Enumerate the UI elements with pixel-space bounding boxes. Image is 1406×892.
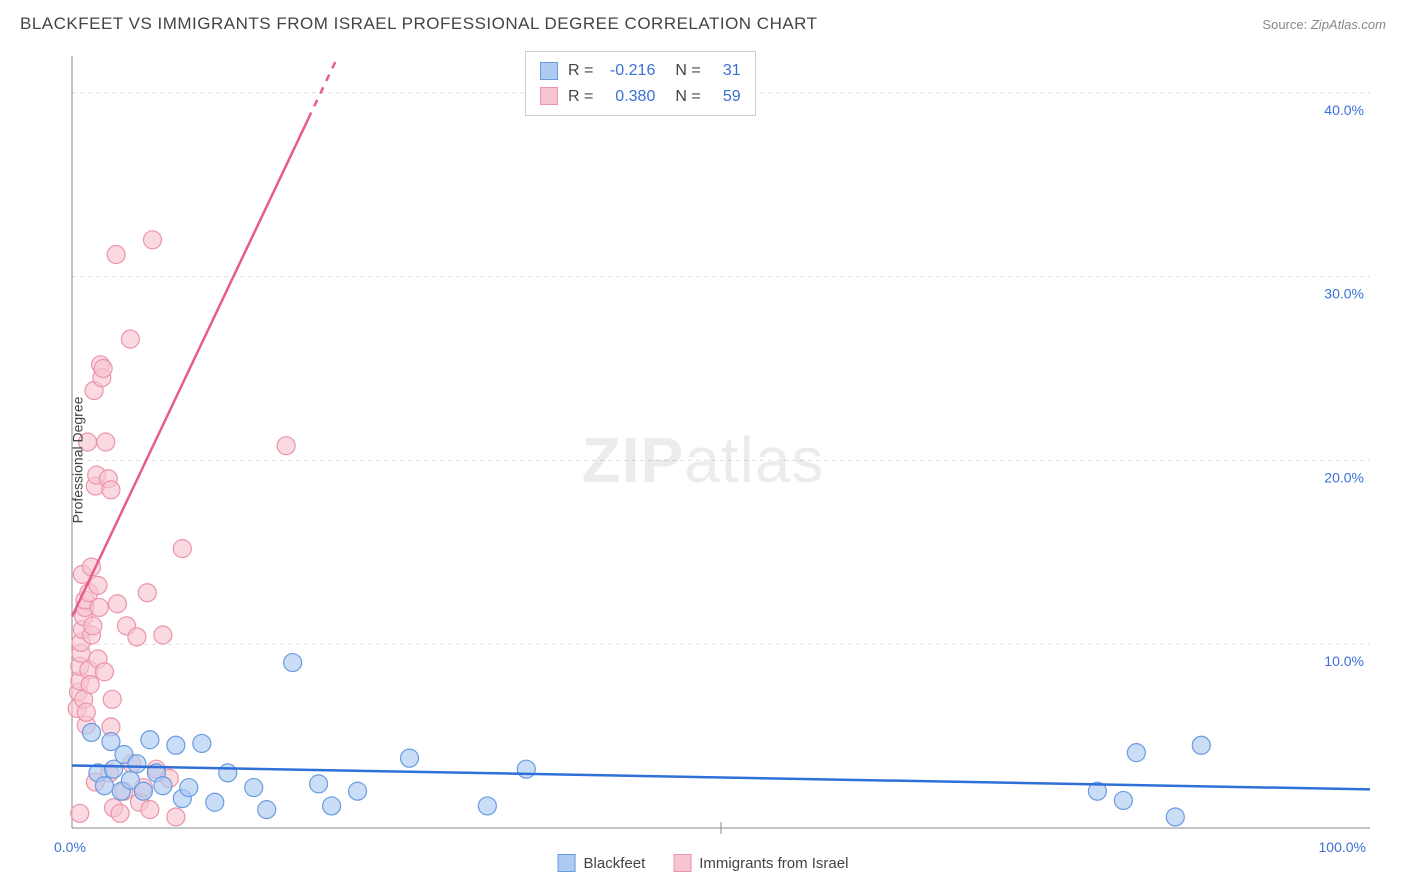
data-point: [102, 481, 120, 499]
data-point: [206, 793, 224, 811]
data-point: [284, 654, 302, 672]
data-point: [167, 808, 185, 826]
chart-title: BLACKFEET VS IMMIGRANTS FROM ISRAEL PROF…: [20, 14, 818, 34]
data-point: [310, 775, 328, 793]
data-point: [323, 797, 341, 815]
data-point: [128, 755, 146, 773]
stats-swatch: [540, 62, 558, 80]
stats-box: R =-0.216 N = 31 R =0.380 N = 59: [525, 51, 756, 116]
stats-n-value: 31: [707, 58, 741, 84]
data-point: [95, 777, 113, 795]
source-credit: Source: ZipAtlas.com: [1262, 17, 1386, 32]
legend-bottom: Blackfeet Immigrants from Israel: [558, 854, 849, 872]
y-tick-label: 40.0%: [1324, 102, 1364, 118]
data-point: [193, 734, 211, 752]
data-point: [90, 598, 108, 616]
header: BLACKFEET VS IMMIGRANTS FROM ISRAEL PROF…: [0, 0, 1406, 44]
data-point: [180, 779, 198, 797]
legend-swatch: [558, 854, 576, 872]
source-label: Source:: [1262, 17, 1307, 32]
legend-item: Immigrants from Israel: [673, 854, 848, 872]
data-point: [1114, 791, 1132, 809]
data-point: [400, 749, 418, 767]
data-point: [245, 779, 263, 797]
data-point: [134, 782, 152, 800]
stats-row: R =-0.216 N = 31: [540, 58, 741, 84]
stats-n-label: N =: [675, 58, 700, 84]
legend-label: Blackfeet: [584, 855, 646, 872]
data-point: [97, 433, 115, 451]
data-point: [108, 595, 126, 613]
chart-svg: 10.0% 20.0% 30.0% 40.0% 0.0% 100.0%: [20, 48, 1386, 872]
data-point: [77, 703, 95, 721]
data-point: [143, 231, 161, 249]
data-point: [82, 723, 100, 741]
data-point: [349, 782, 367, 800]
data-point: [1192, 736, 1210, 754]
stats-n-label: N =: [675, 84, 700, 110]
chart-container: Professional Degree ZIPatlas 10.0%20.0%3…: [20, 48, 1386, 872]
trend-line-dashed: [308, 56, 338, 119]
data-point: [81, 676, 99, 694]
stats-r-label: R =: [568, 58, 593, 84]
data-point: [138, 584, 156, 602]
stats-r-value: -0.216: [599, 58, 655, 84]
data-point: [219, 764, 237, 782]
stats-row: R =0.380 N = 59: [540, 84, 741, 110]
data-point: [89, 576, 107, 594]
data-point: [1166, 808, 1184, 826]
y-tick-label: 10.0%: [1324, 653, 1364, 669]
data-point: [141, 801, 159, 819]
data-point: [94, 359, 112, 377]
data-point: [167, 736, 185, 754]
data-point: [84, 617, 102, 635]
trend-line: [72, 766, 1370, 790]
legend-label: Immigrants from Israel: [699, 855, 848, 872]
data-point: [121, 330, 139, 348]
source-value: ZipAtlas.com: [1311, 17, 1386, 32]
data-point: [258, 801, 276, 819]
data-point: [141, 731, 159, 749]
legend-swatch: [673, 854, 691, 872]
data-point: [107, 246, 125, 264]
y-axis-label: Professional Degree: [69, 397, 85, 524]
x-tick-label: 0.0%: [54, 839, 86, 855]
data-point: [154, 626, 172, 644]
data-point: [71, 804, 89, 822]
data-point: [173, 540, 191, 558]
x-tick-label: 100.0%: [1319, 839, 1366, 855]
stats-r-value: 0.380: [599, 84, 655, 110]
stats-n-value: 59: [707, 84, 741, 110]
stats-r-label: R =: [568, 84, 593, 110]
y-tick-label: 20.0%: [1324, 469, 1364, 485]
data-point: [154, 777, 172, 795]
data-point: [95, 663, 113, 681]
stats-swatch: [540, 87, 558, 105]
data-point: [128, 628, 146, 646]
data-point: [277, 437, 295, 455]
data-point: [478, 797, 496, 815]
data-point: [1127, 744, 1145, 762]
legend-item: Blackfeet: [558, 854, 646, 872]
data-point: [111, 804, 129, 822]
data-point: [103, 690, 121, 708]
y-tick-label: 30.0%: [1324, 286, 1364, 302]
data-point: [517, 760, 535, 778]
